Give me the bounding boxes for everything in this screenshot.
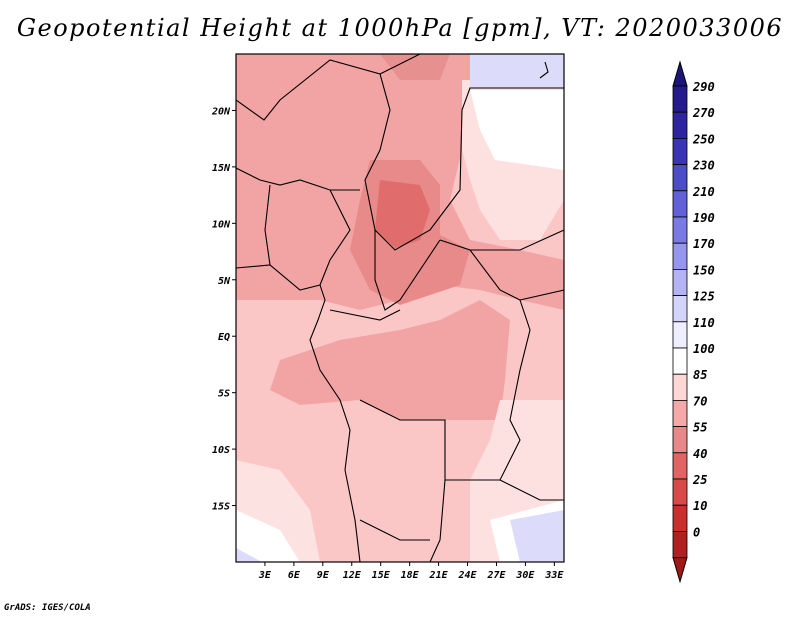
colorbar-label: 100 [693, 342, 715, 356]
colorbar-label: 210 [692, 185, 715, 199]
colorbar-swatch [672, 399, 688, 427]
colorbar-bottom-arrow [672, 557, 688, 584]
lon-tick-label: 15E [372, 570, 391, 581]
field-core-max [375, 180, 430, 248]
colorbar-label: 40 [693, 447, 707, 461]
colorbar-label: 270 [692, 106, 715, 120]
field-core-north [380, 54, 450, 80]
colorbar-label: 125 [693, 290, 715, 304]
colorbar-label: 290 [692, 80, 715, 94]
field-white-east [470, 90, 564, 170]
country-borders [236, 54, 564, 562]
lon-tick-label: 21E [429, 570, 449, 581]
lon-tick-label: 24E [457, 570, 477, 581]
colorbar-swatch [672, 321, 688, 349]
chart-title: Geopotential Height at 1000hPa [gpm], VT… [16, 14, 784, 42]
colorbar-label: 150 [693, 263, 715, 277]
lat-tick-label: 15S [212, 502, 230, 513]
colorbar-swatch [672, 85, 688, 113]
lat-tick-label: 10N [212, 219, 231, 230]
colorbar-swatch [672, 504, 688, 532]
colorbar-label: 25 [692, 473, 707, 487]
longitude-axis: 3E 6E 9E 12E 15E 18E 21E 24E 27E 30E 33E [258, 562, 564, 581]
lon-tick-label: 30E [515, 570, 535, 581]
colorbar-swatch [672, 242, 688, 270]
lat-tick-label: 10S [212, 445, 230, 456]
colorbar-label: 10 [693, 499, 707, 513]
colorbar-label: 110 [693, 316, 715, 330]
colorbar-swatch [672, 478, 688, 506]
colorbar-swatch [672, 452, 688, 480]
lon-tick-label: 27E [486, 570, 506, 581]
lat-tick-label: 5S [218, 389, 230, 400]
lat-tick-label: 15N [212, 163, 231, 174]
colorbar-label: 250 [692, 132, 715, 146]
colorbar-label: 230 [692, 159, 715, 173]
colorbar-legend: 2902702502302101901701501251101008570554… [672, 60, 715, 584]
lon-tick-label: 9E [317, 570, 330, 581]
colorbar-label: 85 [693, 368, 707, 382]
colorbar-swatch [672, 137, 688, 165]
colorbar-swatch [672, 373, 688, 401]
colorbar-swatch [672, 190, 688, 218]
colorbar-top-arrow [672, 60, 688, 87]
lon-tick-label: 18E [401, 570, 420, 581]
field-band-congo [270, 300, 510, 420]
colorbar-swatch [672, 426, 688, 454]
lon-tick-label: 12E [343, 570, 362, 581]
colorbar-label: 190 [693, 211, 715, 225]
grads-credit: GrADS: IGES/COLA [4, 603, 91, 613]
colorbar-swatch [672, 347, 688, 375]
lon-tick-label: 33E [544, 570, 564, 581]
latitude-axis: 20N 15N 10N 5N EQ 5S 10S 15S [211, 106, 236, 513]
field-blue-southwest [236, 548, 262, 562]
colorbar-swatch [672, 268, 688, 296]
lat-tick-label: 20N [211, 106, 231, 117]
colorbar-swatch [672, 531, 688, 559]
field-blue-southeast [510, 510, 564, 562]
map-frame [235, 53, 565, 563]
field-blue-northeast [470, 54, 564, 88]
colorbar-label: 70 [693, 394, 707, 408]
lat-tick-label: EQ [218, 332, 230, 343]
lat-tick-label: 5N [218, 276, 231, 287]
colorbar-label: 170 [693, 237, 715, 251]
colorbar-label: 0 [693, 525, 700, 539]
colorbar-swatch [672, 295, 688, 323]
colorbar-swatch [672, 216, 688, 244]
lon-tick-label: 3E [258, 570, 272, 581]
colorbar-swatch [672, 164, 688, 192]
lon-tick-label: 6E [288, 570, 301, 581]
field-white-southwest [236, 510, 300, 562]
height-field [236, 54, 564, 562]
colorbar-swatch [672, 111, 688, 139]
colorbar-label: 55 [693, 421, 707, 435]
